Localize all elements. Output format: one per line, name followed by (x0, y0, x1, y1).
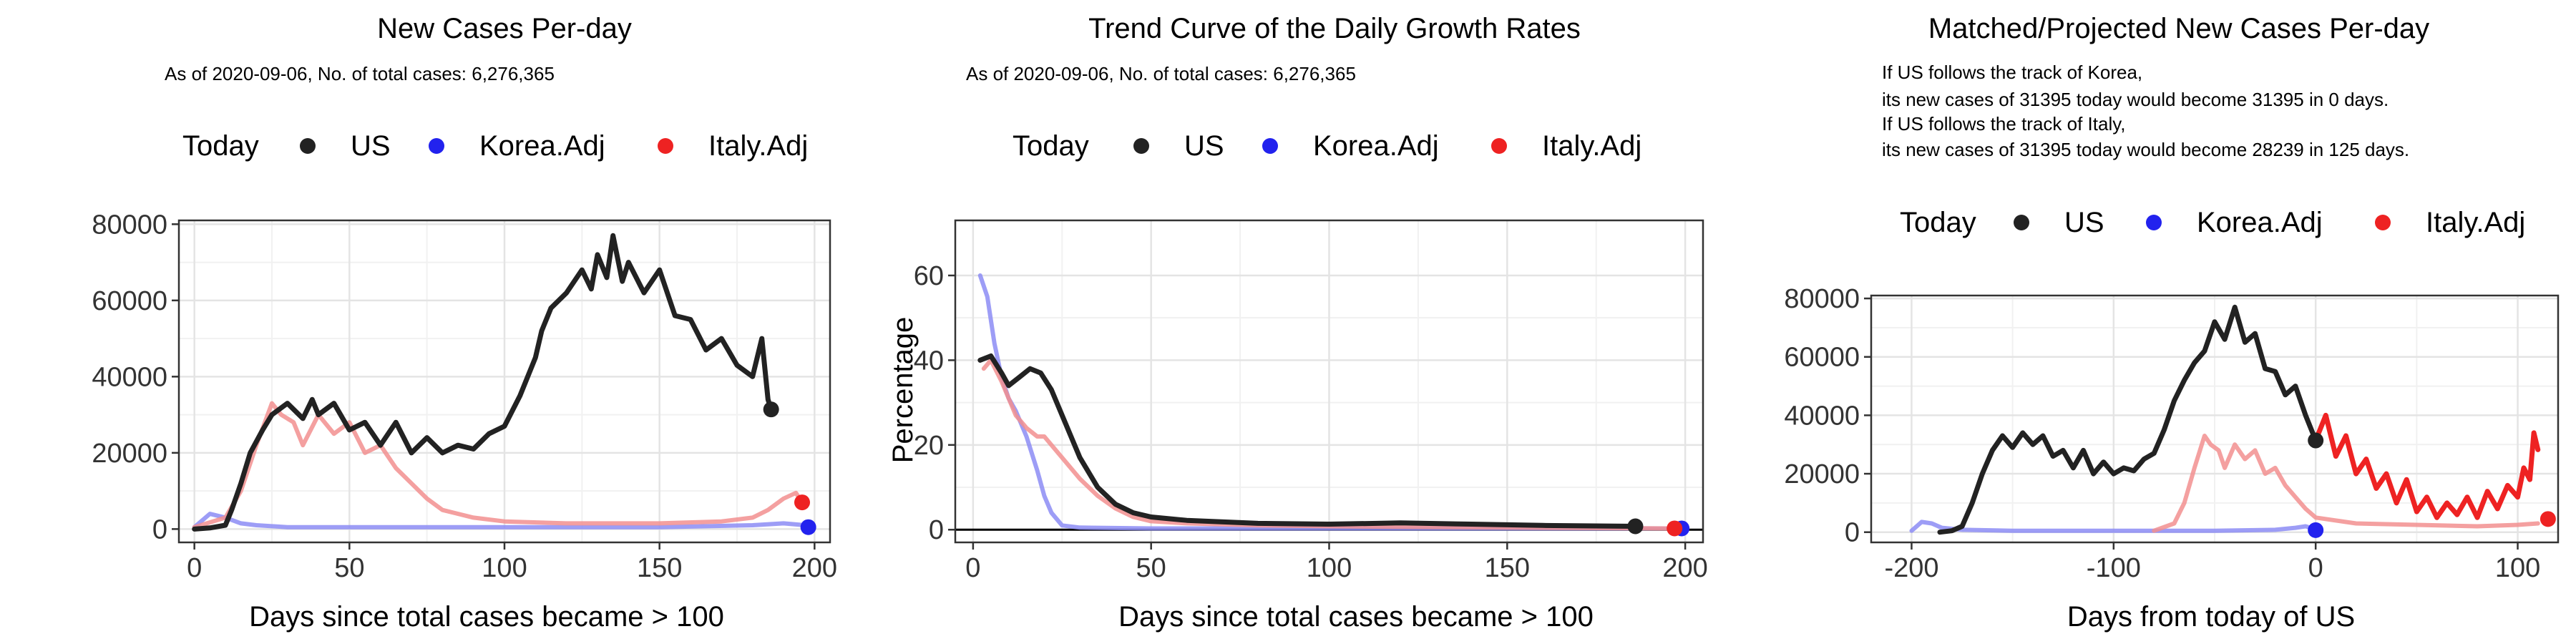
series-line-korea-adj (1909, 519, 2318, 533)
legend: Today US Korea.Adj Italy.Adj (1900, 207, 2525, 238)
chart-subtitle: As of 2020-09-06, No. of total cases: 6,… (966, 63, 1356, 84)
x-tick-label: -100 (2087, 553, 2141, 583)
x-tick-label: 200 (792, 553, 837, 583)
note-line-2: its new cases of 31395 today would becom… (1882, 89, 2389, 110)
y-tick-label: 0 (1845, 518, 1860, 548)
legend-korea-label: Korea.Adj (2197, 207, 2323, 238)
y-tick-label: 20000 (92, 439, 167, 469)
chart-title: Matched/Projected New Cases Per-day (1928, 13, 2429, 44)
note-line-1: If US follows the track of Korea, (1882, 62, 2142, 83)
series-line-us (1937, 304, 2318, 535)
note-line-4: its new cases of 31395 today would becom… (1882, 139, 2409, 160)
chart-title: Trend Curve of the Daily Growth Rates (1088, 13, 1581, 44)
legend: Today US Korea.Adj Italy.Adj (1013, 130, 1641, 162)
legend-us-marker (300, 138, 316, 154)
y-tick-label: 0 (152, 514, 167, 545)
legend-title: Today (1900, 207, 1976, 238)
x-axis-label: Days since total cases became > 100 (249, 601, 724, 633)
plot-area: -200 -100 0 100 0 20000 40000 60000 80000 (1784, 284, 2560, 583)
series-line-us (192, 233, 774, 532)
x-tick-label: 100 (2495, 553, 2540, 583)
chart-title: New Cases Per-day (377, 13, 632, 44)
legend-italy-marker (2375, 215, 2391, 230)
plot-area: 0 50 100 150 200 0 20000 40000 60000 80000 (92, 210, 837, 583)
legend-title: Today (182, 130, 259, 162)
today-point-us (763, 401, 779, 418)
x-tick-label: 200 (1662, 553, 1707, 583)
legend-italy-label: Italy.Adj (2426, 207, 2525, 238)
series-line-italy-adj (2152, 434, 2540, 533)
y-tick-label: 40000 (1784, 401, 1860, 431)
legend-title: Today (1013, 130, 1089, 162)
legend: Today US Korea.Adj Italy.Adj (182, 130, 808, 162)
x-tick-label: 150 (637, 553, 682, 583)
legend-italy-label: Italy.Adj (1542, 130, 1641, 162)
y-tick-label: 40 (914, 346, 944, 376)
legend-us-label: US (1184, 130, 1224, 162)
x-tick-label: 0 (2308, 553, 2323, 583)
new-cases-chart: New Cases Per-day As of 2020-09-06, No. … (92, 13, 837, 633)
chart-subtitle: As of 2020-09-06, No. of total cases: 6,… (165, 63, 555, 84)
today-point-us (2308, 432, 2324, 449)
y-tick-label: 60 (914, 261, 944, 291)
series-line-us (977, 353, 1638, 529)
plot-area: 0 50 100 150 200 0 20 40 60 (914, 219, 1708, 583)
today-point-korea-adj (800, 519, 816, 535)
panel-projected: Matched/Projected New Cases Per-day If U… (1714, 0, 2576, 644)
legend-us-label: US (351, 130, 391, 162)
y-tick-label: 20 (914, 431, 944, 461)
legend-us-marker (1133, 138, 1149, 154)
panel-new-cases: New Cases Per-day As of 2020-09-06, No. … (0, 0, 855, 644)
y-tick-label: 80000 (92, 210, 167, 240)
major-grid (1871, 296, 2558, 542)
y-tick-label: 60000 (92, 286, 167, 316)
x-tick-label: 100 (482, 553, 527, 583)
legend-italy-marker (1491, 138, 1507, 154)
y-tick-label: 20000 (1784, 459, 1860, 489)
major-grid (955, 220, 1703, 542)
projected-cases-chart: Matched/Projected New Cases Per-day If U… (1784, 13, 2560, 633)
legend-us-label: US (2064, 207, 2104, 238)
today-point-italy-adj (1667, 520, 1683, 537)
legend-korea-marker (2146, 215, 2162, 230)
x-tick-label: 50 (334, 553, 364, 583)
panel-growth-rates: Trend Curve of the Daily Growth Rates As… (855, 0, 1714, 644)
x-axis-label: Days since total cases became > 100 (1118, 601, 1594, 633)
x-tick-label: 150 (1485, 553, 1530, 583)
series-line-korea-adj (977, 273, 1670, 531)
y-tick-label: 80000 (1784, 284, 1860, 314)
minor-grid (1871, 296, 2558, 542)
legend-korea-marker (429, 138, 444, 154)
x-tick-label: 0 (965, 553, 980, 583)
x-tick-label: 50 (1136, 553, 1166, 583)
growth-rates-chart: Trend Curve of the Daily Growth Rates As… (887, 13, 1708, 633)
plot-border (1870, 294, 2560, 544)
legend-us-marker (2014, 215, 2029, 230)
today-point-italy-adj (2540, 511, 2556, 527)
today-point-korea-adj (2308, 522, 2324, 538)
note-line-3: If US follows the track of Italy, (1882, 113, 2126, 135)
legend-korea-marker (1262, 138, 1278, 154)
x-tick-label: 100 (1307, 553, 1352, 583)
y-tick-label: 40000 (92, 362, 167, 392)
today-point-us (1627, 518, 1644, 535)
y-tick-label: 0 (929, 515, 944, 545)
x-tick-label: -200 (1884, 553, 1938, 583)
y-axis-label: Percentage (887, 317, 919, 464)
major-grid (179, 220, 830, 542)
legend-italy-label: Italy.Adj (708, 130, 808, 162)
series-line-italy-adj (192, 401, 804, 530)
today-point-italy-adj (794, 494, 810, 511)
legend-korea-label: Korea.Adj (1313, 130, 1439, 162)
legend-italy-marker (658, 138, 673, 154)
x-axis-label: Days from today of US (2067, 601, 2355, 633)
series-line-italy-adj-projected (2313, 412, 2541, 520)
legend-korea-label: Korea.Adj (479, 130, 605, 162)
x-tick-label: 0 (187, 553, 202, 583)
y-tick-label: 60000 (1784, 343, 1860, 373)
